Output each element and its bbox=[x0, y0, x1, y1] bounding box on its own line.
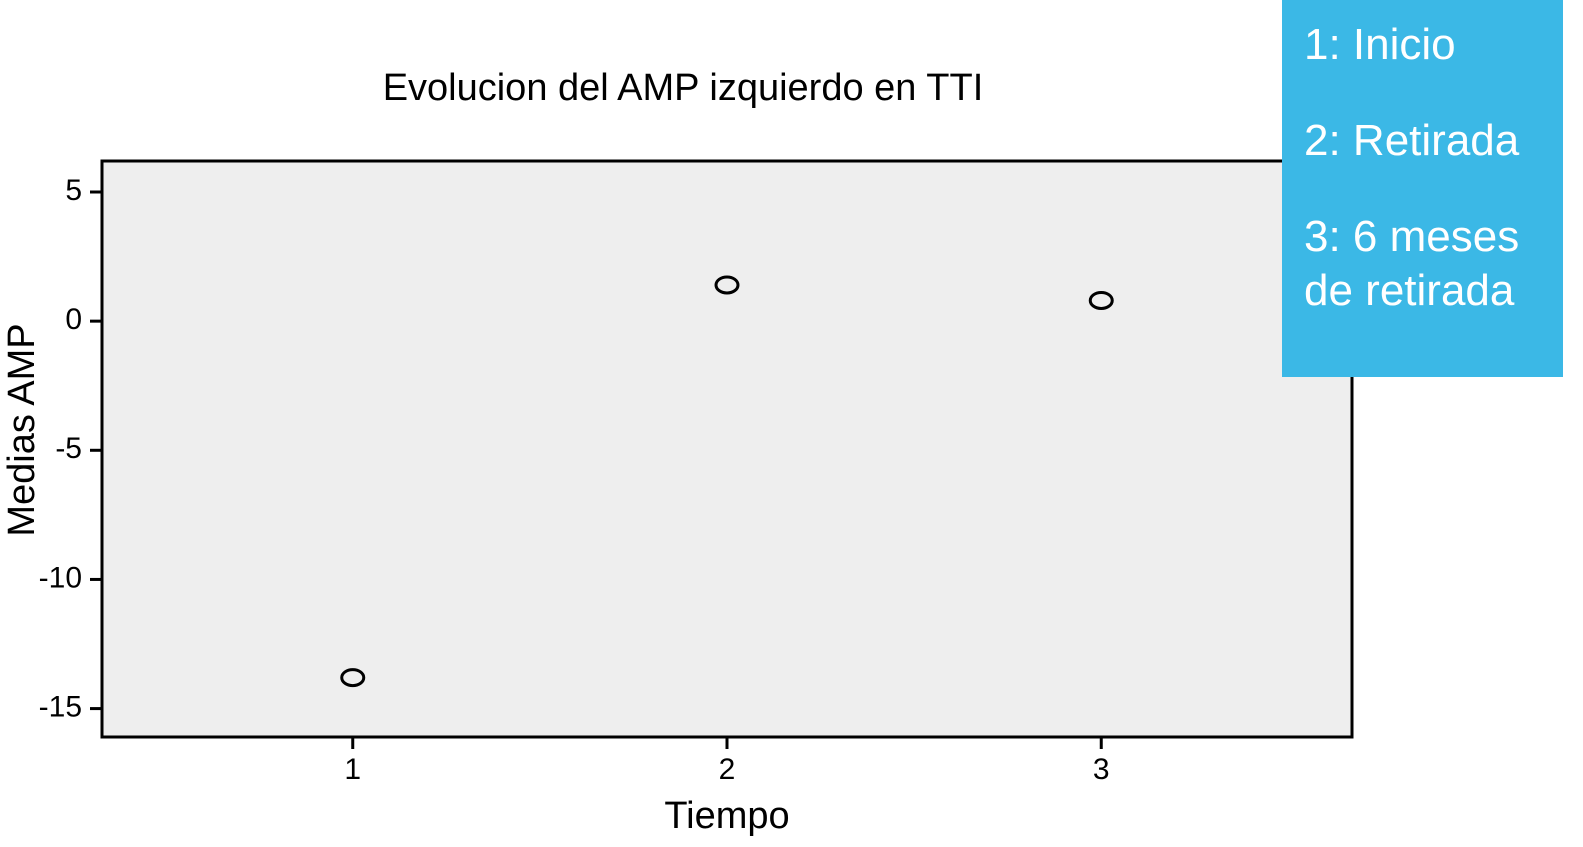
x-axis-label: Tiempo bbox=[664, 795, 789, 837]
chart-title: Evolucion del AMP izquierdo en TTI bbox=[383, 67, 984, 109]
point bbox=[714, 275, 740, 295]
annotation: 2: Retirada bbox=[1304, 116, 1520, 165]
point bbox=[1088, 290, 1114, 310]
x-tick-label: 1 bbox=[344, 753, 361, 786]
y-tick-label: 0 bbox=[65, 303, 82, 336]
annotation: 1: Inicio bbox=[1304, 20, 1456, 69]
plot-area bbox=[100, 159, 1354, 739]
y-tick-label: -15 bbox=[39, 691, 82, 724]
annotation: 3: 6 meses de retirada bbox=[1304, 212, 1520, 315]
x-tick-label: 3 bbox=[1093, 753, 1110, 786]
y-axis-label: Medias AMP bbox=[1, 323, 43, 536]
y-tick-label: -10 bbox=[39, 561, 82, 594]
y-tick-label: -5 bbox=[55, 432, 82, 465]
point bbox=[340, 668, 366, 688]
x-tick-label: 2 bbox=[719, 753, 736, 786]
y-tick-label: 5 bbox=[65, 174, 82, 207]
legend-note: 1: Inicio 2: Retirada 3: 6 meses de retira… bbox=[1282, 0, 1563, 377]
